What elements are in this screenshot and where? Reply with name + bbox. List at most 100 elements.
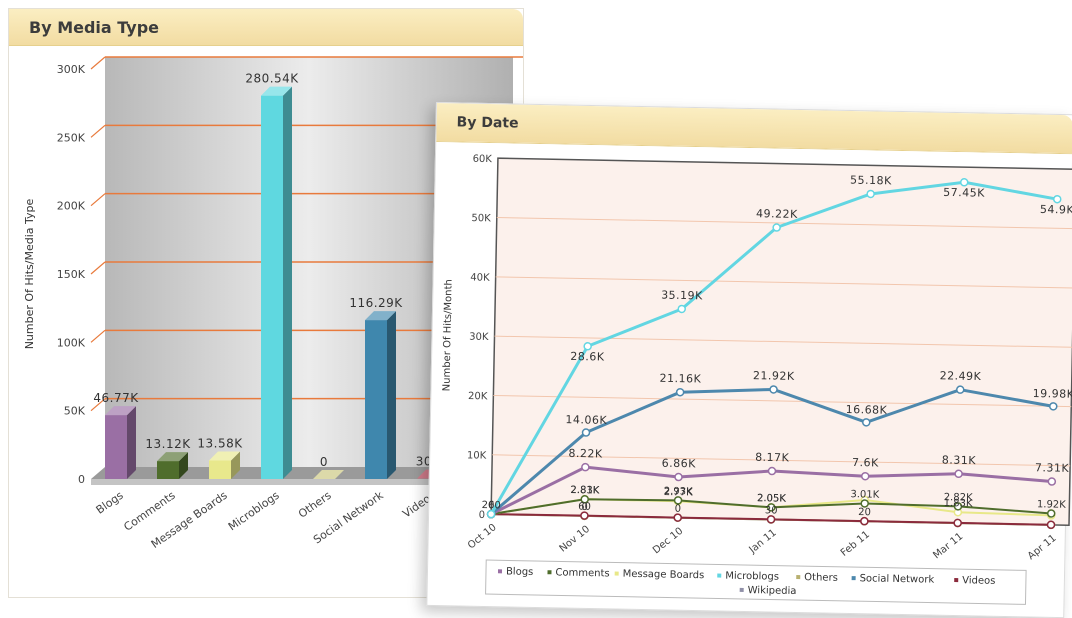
point-value-label: 8.17K (755, 451, 790, 465)
x-tick-label: Mar 11 (931, 531, 965, 561)
point-value-label: 2.05K (757, 493, 786, 505)
legend-item-microblogs: Microblogs (725, 571, 779, 583)
legend-marker (497, 569, 503, 574)
data-point (580, 495, 589, 504)
x-tick-label: Jan 11 (747, 527, 779, 556)
y-tick-label: 0 (78, 473, 85, 486)
legend-marker (547, 570, 552, 575)
point-value-label: 1.83K (944, 498, 973, 510)
data-point (954, 469, 963, 479)
x-tick-label: Nov 10 (558, 524, 592, 555)
point-value-label: 2.77K (664, 487, 693, 499)
point-value-label: 55.18K (850, 174, 892, 188)
point-value-label: 54.9K (1040, 203, 1072, 217)
data-point (953, 502, 963, 511)
y-tick-label: 20K (468, 391, 488, 402)
point-value-label: 22.49K (940, 369, 982, 383)
legend-marker (796, 575, 801, 580)
gridline-diag (90, 124, 106, 138)
gridline (492, 454, 1071, 467)
bar-side (127, 406, 136, 479)
date-panel: By Date 0 10K 20K 30K 40K 50K 60K Number Of Hit… (426, 102, 1072, 618)
point-value-label: 2.93K (664, 486, 693, 498)
media-type-header: By Media Type (9, 9, 523, 46)
x-tick-label: Others (296, 489, 334, 521)
point-value-label: 2.83K (570, 485, 599, 497)
y-tick-label: 250K (57, 131, 86, 144)
data-point (766, 515, 776, 524)
bar-value-label: 280.54K (245, 72, 299, 86)
bar-side (179, 452, 188, 479)
point-value-label: 8.31K (942, 453, 977, 467)
legend-item-blogs: Blogs (506, 566, 534, 578)
bar-side (283, 86, 292, 479)
y-tick-label: 30K (469, 332, 489, 343)
point-value-label: 21.16K (659, 372, 701, 386)
gridline-diag (90, 398, 106, 412)
bar-front (209, 460, 231, 479)
data-point (860, 516, 869, 526)
gridline (493, 394, 1072, 408)
point-value-label: 8.22K (568, 447, 603, 461)
legend-item-wikipedia: Wikipedia (748, 585, 797, 597)
data-point (486, 509, 496, 519)
x-tick-label: Apr 11 (1026, 533, 1059, 562)
bar-top (261, 86, 292, 96)
x-tick-label: Feb 11 (839, 529, 872, 559)
legend-item-social-network: Social Network (860, 573, 935, 585)
data-point (767, 503, 776, 512)
point-value-label: 35.19K (661, 289, 703, 303)
gridline-diag (90, 56, 106, 70)
data-point (674, 472, 683, 482)
x-tick-label: Dec 10 (651, 526, 685, 557)
point-value-label: 21.92K (753, 369, 795, 383)
point-value-label: 7.31K (1035, 461, 1070, 475)
data-point (580, 511, 589, 520)
x-tick-label: Blogs (94, 489, 126, 517)
legend-marker (954, 578, 959, 583)
x-tick-label: Microblogs (226, 489, 282, 534)
legend-item-videos: Videos (962, 575, 995, 587)
data-point (581, 428, 591, 437)
point-value-label: 16.68K (846, 403, 888, 417)
point-value-label: 7.6K (852, 456, 879, 470)
line-chart: 0 10K 20K 30K 40K 50K 60K Number Of Hits/Month O… (441, 154, 1072, 605)
y-tick-label: 150K (57, 268, 86, 281)
data-point (767, 466, 777, 476)
legend: Blogs Comments Message Boards Microblogs Oth… (485, 559, 1027, 605)
y-axis-title: Number Of Hits/Month (441, 279, 454, 391)
legend-marker (851, 576, 856, 581)
point-value-label: 14.06K (565, 413, 607, 427)
bar-top (157, 452, 188, 462)
point-value-label: 28.6K (570, 350, 605, 364)
legend-box (485, 559, 1027, 605)
point-value-label: 1.92K (1037, 499, 1066, 511)
point-value-label: 2.81K (570, 485, 599, 497)
bar-top (365, 311, 396, 321)
plot-floor (91, 467, 513, 479)
data-point (675, 387, 685, 397)
point-value-label: 19.98K (1033, 387, 1072, 401)
gridline (495, 276, 1072, 289)
plot-floor-edge (91, 479, 499, 485)
data-point (955, 385, 965, 394)
y-axis-title: Number Of Hits/Media Type (23, 198, 36, 349)
data-point (581, 462, 590, 472)
data-point (673, 496, 683, 505)
data-point (1046, 520, 1056, 530)
data-point (583, 342, 592, 351)
y-tick-label: 50K (64, 405, 86, 418)
bar-value-label: 13.12K (145, 437, 191, 451)
media-type-title: By Media Type (29, 18, 160, 37)
data-point (860, 471, 870, 481)
data-point (769, 385, 778, 394)
point-value-label: 20 (858, 507, 871, 518)
point-value-label: 60 (578, 501, 591, 512)
x-tick-label: Oct 10 (466, 522, 499, 551)
data-point (1046, 509, 1056, 518)
point-value-label: 0 (675, 504, 682, 515)
y-tick-label: 100K (57, 336, 86, 349)
legend-marker (614, 571, 619, 576)
point-value-label: 0 (581, 502, 588, 513)
gridline-diag (90, 329, 106, 343)
